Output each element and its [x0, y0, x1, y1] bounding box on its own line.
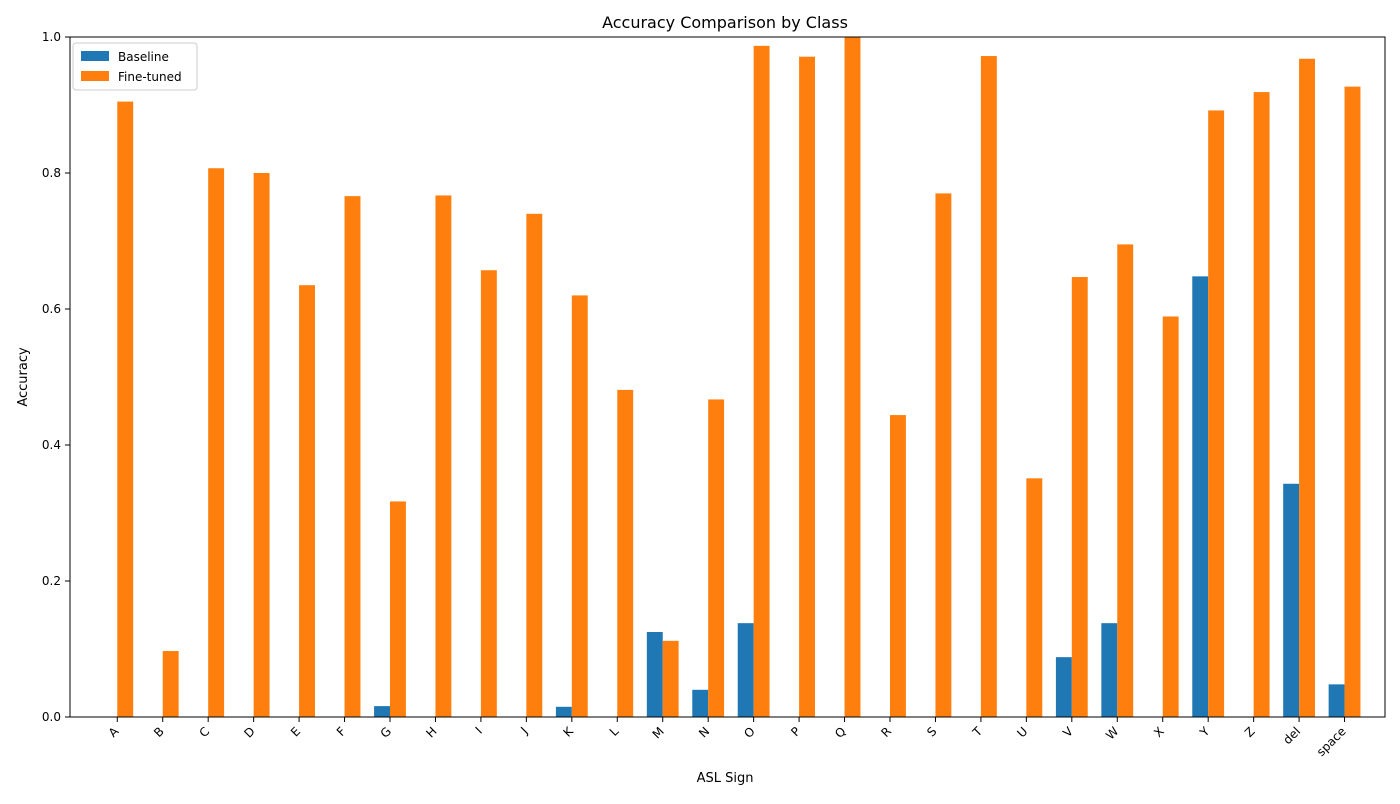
chart-title: Accuracy Comparison by Class [602, 13, 848, 32]
bar-baseline-K [555, 706, 572, 717]
bar-fine-tuned-R [890, 415, 906, 717]
bar-fine-tuned-N [708, 399, 725, 717]
bar-fine-tuned-Y [1208, 110, 1225, 717]
bar-fine-tuned-K [571, 295, 588, 717]
x-tick-label-E: E [288, 724, 303, 739]
bar-fine-tuned-H [435, 195, 452, 717]
x-tick-label-B: B [151, 724, 167, 740]
bars-layer [117, 37, 1361, 718]
x-tick-label-X: X [1151, 724, 1167, 740]
bar-fine-tuned-M [662, 640, 679, 717]
bar-fine-tuned-space [1344, 86, 1361, 717]
x-tick-label-del: del [1280, 724, 1303, 747]
x-tick-label-D: D [241, 724, 257, 740]
x-tick-label-Y: Y [1197, 724, 1213, 740]
x-tick-label-O: O [741, 724, 758, 741]
x-tick-label-W: W [1103, 724, 1121, 742]
bar-fine-tuned-S [935, 193, 952, 717]
legend-swatch-fine-tuned [81, 71, 109, 81]
bar-fine-tuned-C [208, 168, 225, 718]
bar-baseline-M [646, 632, 663, 717]
y-axis-label: Accuracy [16, 347, 31, 407]
x-tick-label-P: P [788, 724, 803, 739]
bar-fine-tuned-P [799, 56, 815, 718]
x-tick-label-U: U [1014, 724, 1030, 740]
bar-fine-tuned-I [480, 270, 497, 717]
bar-baseline-del [1283, 483, 1300, 717]
x-tick-label-C: C [196, 724, 212, 740]
bar-fine-tuned-L [617, 389, 634, 717]
bar-fine-tuned-A [117, 101, 134, 718]
x-tick-label-N: N [696, 724, 712, 740]
bar-fine-tuned-F [344, 196, 361, 717]
bar-fine-tuned-Q [844, 37, 861, 717]
y-tick-label: 0.4 [42, 438, 61, 452]
x-tick-label-M: M [650, 724, 667, 741]
legend-label-baseline: Baseline [118, 50, 169, 64]
plot-frame [69, 36, 1386, 718]
legend: Baseline Fine-tuned [72, 42, 198, 91]
x-tick-label-H: H [423, 724, 439, 740]
x-tick-label-J: J [517, 724, 530, 737]
bar-baseline-N [692, 689, 709, 717]
bar-baseline-Y [1192, 276, 1209, 717]
bar-fine-tuned-D [253, 173, 270, 717]
x-tick-label-A: A [106, 724, 122, 740]
bar-baseline-space [1328, 684, 1345, 717]
bar-fine-tuned-B [162, 651, 179, 717]
bar-baseline-O [737, 623, 754, 717]
x-axis-label: ASL Sign [697, 771, 754, 786]
bar-fine-tuned-Z [1253, 92, 1270, 717]
y-tick-label: 1.0 [42, 30, 61, 44]
y-tick-label: 0.6 [42, 302, 61, 316]
bar-baseline-V [1055, 657, 1072, 717]
x-tick-label-space: space [1314, 724, 1349, 759]
bar-fine-tuned-V [1071, 277, 1088, 717]
x-tick-label-V: V [1060, 724, 1076, 740]
x-tick-label-Q: Q [832, 724, 849, 741]
x-tick-label-K: K [560, 723, 576, 739]
bar-fine-tuned-X [1162, 316, 1179, 717]
x-tick-label-F: F [334, 724, 349, 739]
bar-fine-tuned-T [980, 56, 997, 718]
y-tick-label: 0.8 [42, 166, 61, 180]
legend-label-fine-tuned: Fine-tuned [118, 70, 182, 84]
x-tick-label-S: S [924, 724, 939, 739]
y-tick-label: 0.0 [42, 710, 61, 724]
bar-baseline-W [1101, 623, 1118, 717]
bar-fine-tuned-O [753, 45, 770, 717]
x-tick-label-G: G [378, 724, 394, 740]
x-tick-label-Z: Z [1242, 724, 1258, 740]
x-tick-label-T: T [969, 724, 985, 740]
bar-baseline-G [374, 706, 390, 717]
x-tick-label-L: L [607, 724, 622, 739]
bar-fine-tuned-J [526, 213, 543, 718]
x-tick-label-I: I [473, 724, 485, 736]
y-tick-label: 0.2 [42, 574, 61, 588]
bar-fine-tuned-E [299, 285, 315, 717]
bar-fine-tuned-G [390, 501, 406, 717]
legend-swatch-baseline [81, 51, 109, 61]
bar-fine-tuned-del [1299, 58, 1315, 717]
bar-fine-tuned-U [1026, 478, 1043, 717]
x-tick-label-R: R [878, 724, 894, 740]
bar-fine-tuned-W [1117, 244, 1134, 717]
